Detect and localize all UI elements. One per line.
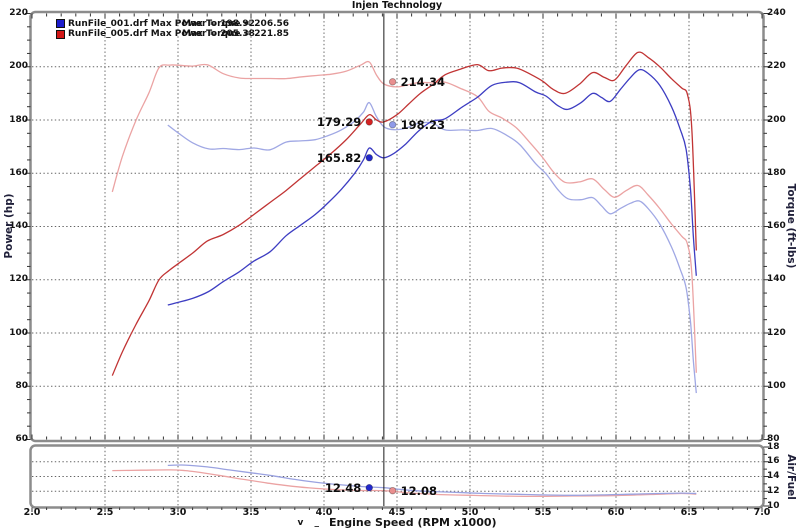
legend-file-and-max-power: RunFile_005.drf Max Power = 205.38 bbox=[68, 29, 255, 39]
torque-curve-run001 bbox=[167, 101, 697, 394]
rpm-axis-tick-label: 4.5 bbox=[388, 507, 406, 518]
rpm-axis-tick-label: 2.5 bbox=[96, 507, 114, 518]
rpm-axis-tick-label: 4.0 bbox=[315, 507, 333, 518]
power-axis-tick-label: 220 bbox=[9, 8, 28, 18]
cursor-marker-dot bbox=[388, 78, 397, 86]
power-axis-tick-label: 60 bbox=[15, 434, 28, 444]
rpm-axis-tick-label: 5.5 bbox=[534, 507, 552, 518]
x-axis-title-row: v _ Engine Speed (RPM x1000) bbox=[32, 511, 762, 530]
power-axis-tick-label: 100 bbox=[9, 327, 28, 338]
torque-axis-tick-label: 200 bbox=[767, 114, 786, 125]
torque-axis-title: Torque (ft-lbs) bbox=[785, 183, 797, 269]
power-curve-run001 bbox=[167, 68, 697, 306]
cursor-marker-dot bbox=[365, 118, 373, 126]
afr-curve-run001 bbox=[167, 464, 697, 496]
cursor-value-label: 12.08 bbox=[400, 483, 437, 498]
torque-axis-tick-label: 120 bbox=[767, 327, 786, 338]
chart-title: Injen Technology bbox=[351, 0, 443, 11]
cursor-value-label: 214.34 bbox=[400, 74, 445, 89]
airfuel-axis-tick-label: 10 bbox=[767, 500, 780, 511]
legend-max-torque: Max Torque = 206.56 bbox=[182, 18, 290, 29]
torque-axis-tick-label: 180 bbox=[767, 167, 786, 178]
legend-row-runfile_001-drf[interactable]: RunFile_001.drf Max Power = 198.92 Max To… bbox=[56, 19, 356, 29]
afr-curve-run005 bbox=[112, 469, 697, 498]
power-axis-tick-label: 200 bbox=[9, 61, 28, 72]
rpm-axis-tick-label: 3.0 bbox=[169, 507, 187, 518]
legend-max-torque: Max Torque = 221.85 bbox=[182, 29, 290, 39]
airfuel-axis-tick-label: 18 bbox=[767, 441, 780, 452]
afr-chart-curves bbox=[112, 464, 697, 498]
torque-axis-tick-label: 100 bbox=[767, 380, 786, 391]
legend-swatch bbox=[56, 19, 65, 28]
power-axis-title: Power (hp) bbox=[3, 193, 15, 259]
torque-axis-tick-label: 80 bbox=[767, 434, 780, 444]
rpm-axis-tick-label: 6.0 bbox=[607, 507, 625, 518]
torque-curve-run005 bbox=[111, 60, 697, 373]
rpm-axis-tick-label: 2.0 bbox=[23, 507, 41, 518]
x-axis-cursor-marker: v _ bbox=[297, 518, 323, 528]
rpm-axis-tick-label: 6.5 bbox=[680, 507, 698, 518]
airfuel-axis-tick-label: 14 bbox=[767, 471, 780, 481]
torque-axis-tick-label: 220 bbox=[767, 61, 786, 72]
cursor-value-label: 198.23 bbox=[400, 117, 445, 132]
cursor-marker-dot bbox=[388, 486, 397, 495]
airfuel-axis-tick-label: 16 bbox=[767, 456, 780, 467]
power-axis-tick-label: 120 bbox=[9, 274, 28, 285]
legend-swatch bbox=[56, 29, 65, 39]
cursor-value-label: 165.82 bbox=[316, 150, 362, 165]
main-chart-curves bbox=[111, 51, 697, 394]
cursor-marker-dot bbox=[365, 484, 373, 492]
gridlines bbox=[32, 13, 762, 506]
legend-file-and-max-power: RunFile_001.drf Max Power = 198.92 bbox=[68, 18, 255, 29]
cursor-value-label: 179.29 bbox=[316, 114, 362, 129]
power-curve-run005 bbox=[111, 51, 697, 376]
x-axis-title: Engine Speed (RPM x1000) bbox=[328, 516, 497, 529]
power-axis-tick-label: 180 bbox=[9, 114, 28, 125]
cursor-value-label: 12.48 bbox=[324, 480, 362, 495]
rpm-axis-tick-label: 7.0 bbox=[753, 507, 771, 518]
legend-row-runfile_005-drf[interactable]: RunFile_005.drf Max Power = 205.38 Max To… bbox=[56, 29, 356, 39]
axis-ticks bbox=[25, 13, 769, 512]
torque-axis-tick-label: 140 bbox=[767, 274, 786, 285]
power-axis-tick-label: 140 bbox=[9, 221, 28, 231]
torque-axis-tick-label: 240 bbox=[767, 8, 786, 18]
cursor-marker-dot bbox=[388, 121, 397, 129]
torque-axis-tick-label: 160 bbox=[767, 221, 786, 231]
power-axis-tick-label: 80 bbox=[15, 380, 28, 391]
airfuel-axis-title: Air/Fuel bbox=[785, 454, 797, 500]
cursor-marker-dot bbox=[365, 154, 373, 162]
power-axis-tick-label: 160 bbox=[9, 167, 28, 178]
airfuel-axis-tick-label: 12 bbox=[767, 485, 780, 496]
rpm-axis-tick-label: 3.5 bbox=[242, 507, 260, 518]
rpm-axis-tick-label: 5.0 bbox=[461, 507, 479, 518]
